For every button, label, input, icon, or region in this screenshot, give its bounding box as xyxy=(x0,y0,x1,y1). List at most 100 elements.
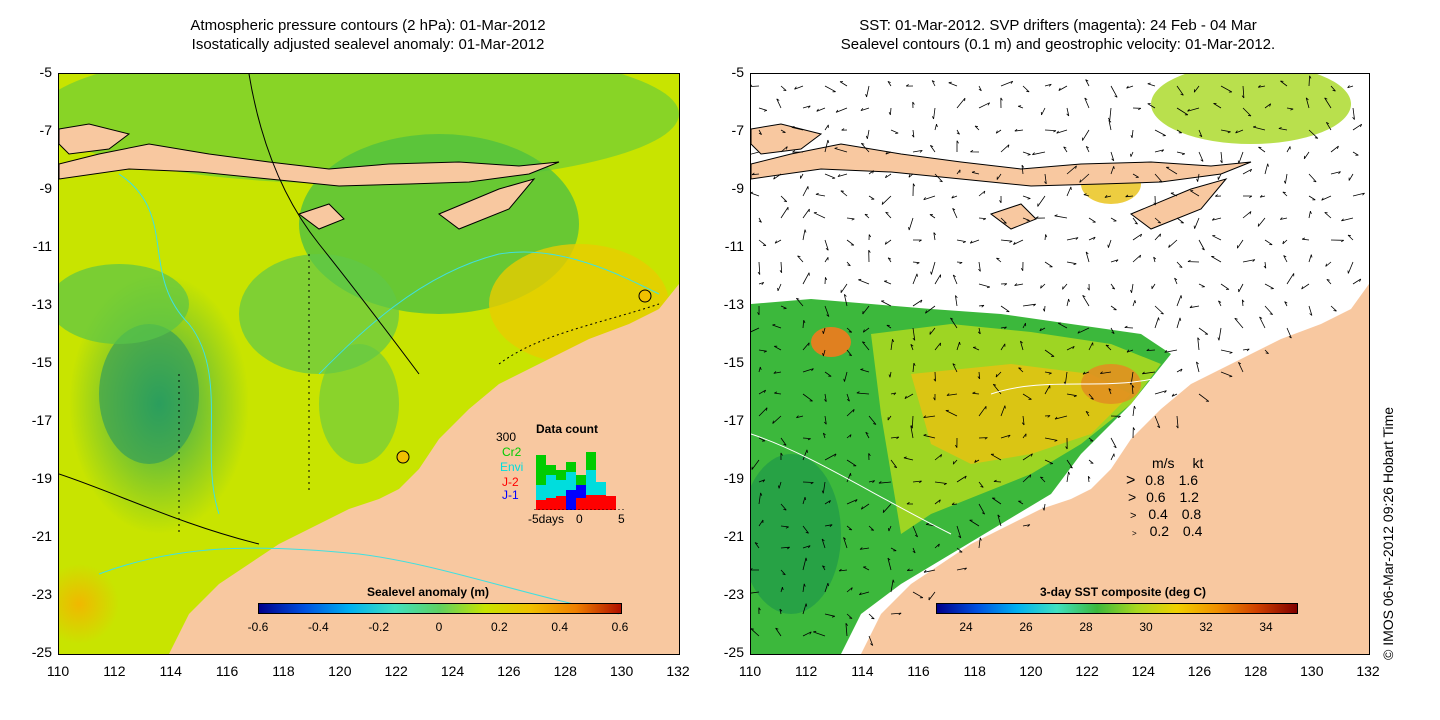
velocity-legend: m/s kt > 0.8 1.6 > 0.6 1.2 > 0.4 0.8 > 0… xyxy=(1120,455,1230,545)
left-lon-tick: 112 xyxy=(103,663,126,679)
right-lon-tick: 116 xyxy=(907,663,930,679)
velocity-arrow-icon: > xyxy=(1128,489,1137,505)
indonesia-islands-left xyxy=(59,143,560,187)
left-lon-tick: 120 xyxy=(328,663,352,679)
sumba-island-right xyxy=(989,203,1037,230)
left-lat-tick: -13 xyxy=(31,296,52,312)
histogram-source-cr2: Cr2 xyxy=(502,445,522,459)
left-lat-tick: -5 xyxy=(39,64,52,80)
right-lat-tick: -5 xyxy=(731,64,744,80)
velocity-arrow-icon: > xyxy=(1130,510,1137,522)
left-title-line1: Atmospheric pressure contours (2 hPa): 0… xyxy=(190,17,546,34)
left-lat-tick: -21 xyxy=(31,528,52,544)
java-island-right xyxy=(751,123,823,155)
velocity-arrows xyxy=(751,75,1365,646)
left-lon-tick: 124 xyxy=(440,663,465,679)
timor-island-left xyxy=(438,178,536,230)
imos-credit: © IMOS 06-Mar-2012 09:26 Hobart Time xyxy=(1380,406,1396,660)
right-lon-tick: 130 xyxy=(1300,663,1324,679)
sst-colorbar-tick: 24 xyxy=(959,620,973,634)
timor-island-right xyxy=(1130,178,1228,230)
histogram-xtick-start: -5days xyxy=(528,512,565,526)
histogram-xtick-end: 5 xyxy=(618,512,625,526)
left-lon-tick: 130 xyxy=(609,663,634,679)
left-lon-tick: 114 xyxy=(159,663,182,679)
left-lon-tick: 122 xyxy=(384,663,408,679)
australia-land-left xyxy=(169,284,679,654)
right-lon-tick: 132 xyxy=(1356,663,1380,679)
left-lat-tick: -15 xyxy=(31,354,52,370)
right-lat-tick: -11 xyxy=(724,238,744,254)
sla-colorbar-tick: -0.2 xyxy=(368,620,389,634)
velocity-legend-header-ms: m/s xyxy=(1152,455,1175,471)
left-lat-tick: -19 xyxy=(31,470,52,486)
right-lon-tick: 126 xyxy=(1187,663,1212,679)
right-lat-tick: -19 xyxy=(723,470,744,486)
histogram-title: Data count xyxy=(536,422,599,436)
right-lon-tick: 120 xyxy=(1019,663,1043,679)
sst-colorbar-title: 3-day SST composite (deg C) xyxy=(1040,585,1207,599)
left-lon-tick: 132 xyxy=(666,663,690,679)
left-lat-tick: -23 xyxy=(31,586,52,602)
australia-land-right xyxy=(861,284,1369,654)
histogram-bars xyxy=(534,452,624,510)
velocity-legend-row-3: > 0.4 0.8 xyxy=(1130,506,1201,522)
velocity-legend-row-1: > 0.8 1.6 xyxy=(1126,472,1198,490)
sst-colorbar-tick: 28 xyxy=(1079,620,1093,634)
sla-colorbar-tick: 0.4 xyxy=(551,620,568,634)
velocity-legend-ms-4: 0.2 xyxy=(1149,523,1170,539)
sealevel-anomaly-map[interactable] xyxy=(58,73,680,655)
right-title: SST: 01-Mar-2012. SVP drifters (magenta)… xyxy=(718,16,1398,54)
sst-map-svg xyxy=(751,74,1369,654)
histogram-xtick-zero: 0 xyxy=(576,512,583,526)
velocity-legend-kt-4: 0.4 xyxy=(1182,523,1203,539)
data-count-histogram: Data count 300 Cr2 Envi J-2 J-1 -5days 0… xyxy=(490,420,640,535)
velocity-legend-ms-1: 0.8 xyxy=(1145,472,1165,488)
velocity-legend-kt-3: 0.8 xyxy=(1181,506,1202,522)
right-lat-tick: -23 xyxy=(723,586,744,602)
sst-colorbar-tick: 34 xyxy=(1259,620,1273,634)
sla-colorbar-tick: -0.6 xyxy=(247,620,269,634)
velocity-arrow-icon: > xyxy=(1126,472,1136,489)
right-lon-tick: 114 xyxy=(851,663,874,679)
right-lat-tick: -13 xyxy=(723,296,744,312)
left-lon-tick: 126 xyxy=(497,663,521,679)
histogram-max-label: 300 xyxy=(496,430,517,444)
right-lon-tick: 122 xyxy=(1075,663,1099,679)
right-lat-tick: -9 xyxy=(731,180,744,196)
left-lat-tick: -17 xyxy=(31,412,52,428)
sst-map[interactable] xyxy=(750,73,1370,655)
sla-colorbar-title: Sealevel anomaly (m) xyxy=(367,585,490,599)
velocity-legend-ms-2: 0.6 xyxy=(1146,489,1166,505)
right-lon-tick: 110 xyxy=(738,663,762,679)
left-lat-tick: -9 xyxy=(39,180,52,196)
histogram-source-j2: J-2 xyxy=(502,475,519,489)
left-lon-tick: 110 xyxy=(46,663,70,679)
right-lat-tick: -7 xyxy=(731,122,744,138)
right-lon-tick: 128 xyxy=(1243,663,1268,679)
velocity-legend-kt-1: 1.6 xyxy=(1178,472,1199,488)
right-lat-tick: -17 xyxy=(723,412,744,428)
sst-colorbar-tick: 26 xyxy=(1019,620,1033,634)
right-lat-tick: -21 xyxy=(723,528,744,544)
velocity-legend-row-2: > 0.6 1.2 xyxy=(1128,489,1199,505)
velocity-arrow-icon: > xyxy=(1132,529,1137,538)
sealevel-map-svg xyxy=(59,74,679,654)
sla-colorbar-tick: 0.6 xyxy=(611,620,629,634)
left-lat-tick: -11 xyxy=(32,238,52,254)
left-lon-tick: 116 xyxy=(215,663,239,679)
left-lon-tick: 118 xyxy=(272,663,295,679)
right-title-line2: Sealevel contours (0.1 m) and geostrophi… xyxy=(840,36,1276,53)
sla-colorbar xyxy=(258,603,622,614)
velocity-legend-kt-2: 1.2 xyxy=(1179,489,1199,505)
histogram-source-j1: J-1 xyxy=(502,488,519,502)
right-title-line1: SST: 01-Mar-2012. SVP drifters (magenta)… xyxy=(859,17,1257,34)
right-lon-tick: 112 xyxy=(795,663,818,679)
right-lon-tick: 124 xyxy=(1131,663,1155,679)
left-lon-tick: 128 xyxy=(553,663,577,679)
velocity-legend-header: m/s kt xyxy=(1152,455,1203,471)
right-lat-tick: -25 xyxy=(723,644,744,660)
indonesia-islands-right xyxy=(751,143,1252,187)
velocity-legend-row-4: > 0.2 0.4 xyxy=(1132,523,1202,539)
sst-colorbar-tick: 30 xyxy=(1139,620,1153,634)
